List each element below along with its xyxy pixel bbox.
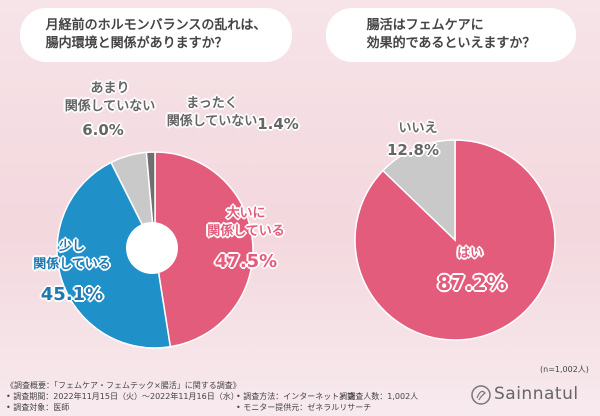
slice-label: 大いに 関係している: [207, 206, 285, 239]
value-label: 45.1%: [40, 284, 104, 305]
pie-slice: [381, 139, 456, 242]
slice-label: はい: [456, 246, 484, 261]
survey-item: • モニター提供元：ゼネラルリサーチ: [236, 403, 372, 412]
sample-note: (n=1,002人): [540, 365, 589, 374]
survey-item: • 調査人数：1,002人: [340, 392, 419, 401]
value-label: 12.8%: [386, 141, 440, 159]
logo-icon: [471, 385, 491, 405]
survey-text: 調査方法：インターネット調査: [243, 392, 356, 401]
survey-text: 調査期間：2022年11月15日（火）〜2022年11月16日（水）: [13, 392, 239, 401]
value-label: 87.2%: [437, 271, 507, 295]
survey-text: 調査対象：医師: [13, 403, 70, 412]
slice-label: あまり 関係していない: [64, 81, 156, 114]
chart-title: 腸活はフェムケアに 効果的であるといえますか？: [366, 18, 536, 51]
survey-item: • 調査対象：医師: [6, 403, 70, 412]
survey-heading: 《調査概要：「フェムケア・フェムテック×腸活」に関する調査》: [6, 381, 241, 390]
title-box: 月経前のホルモンバランスの乱れは、 腸内環境と関係がありますか？: [20, 8, 292, 62]
survey-item: • 調査方法：インターネット調査: [236, 392, 356, 401]
value-label: 47.5%: [214, 251, 278, 272]
value-label: 6.0%: [82, 121, 124, 139]
survey-text: 調査人数：1,002人: [347, 392, 419, 401]
pie-slice: [56, 161, 172, 349]
slice-label: いいえ: [398, 121, 438, 136]
donut-hole: [126, 222, 178, 274]
value-label: 1.4%: [257, 115, 299, 133]
brand: Sainnatul: [494, 384, 579, 404]
slice-label: まったく 関係していない: [166, 96, 258, 129]
survey-text: モニター提供元：ゼネラルリサーチ: [243, 403, 372, 412]
survey-item: • 調査期間：2022年11月15日（火）〜2022年11月16日（水）: [6, 392, 239, 401]
title-box: 腸活はフェムケアに 効果的であるといえますか？: [326, 8, 576, 62]
slice-label: 少し 関係している: [33, 239, 111, 272]
chart-title: 月経前のホルモンバランスの乱れは、 腸内環境と関係がありますか？: [45, 18, 267, 51]
pie-slice: [154, 151, 254, 348]
